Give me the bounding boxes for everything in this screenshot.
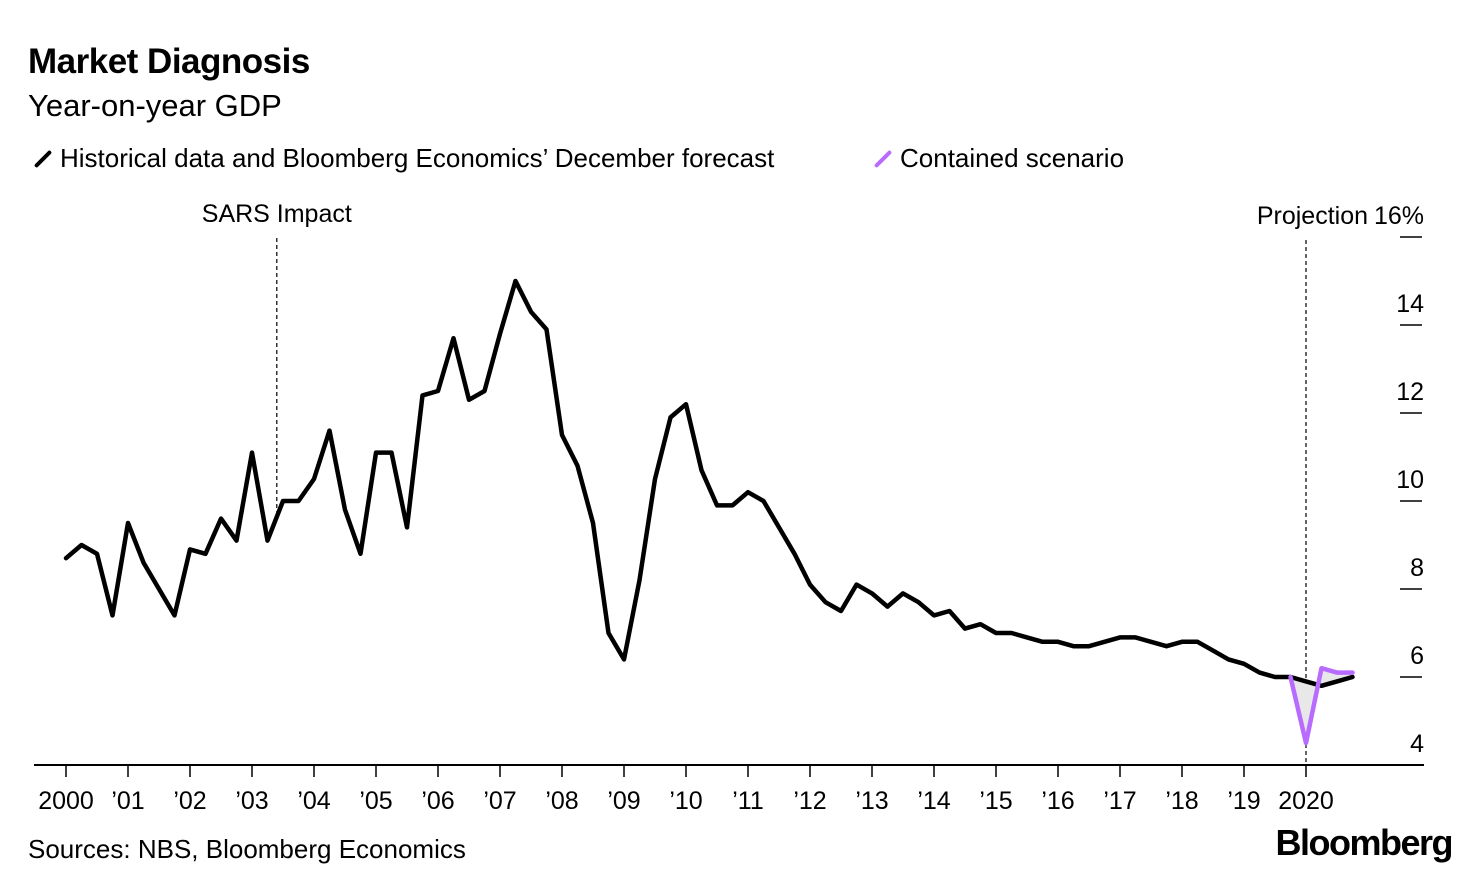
x-tick-label: ’12 <box>793 787 826 815</box>
axes-layer: 2000 ’01 ’02 ’03 ’04 ’05 ’06 ’07 ’08 ’09 ’10 ’11 ’12… <box>34 202 1424 815</box>
x-tick-label: ’06 <box>421 787 454 815</box>
x-tick-label: ’13 <box>855 787 888 815</box>
y-tick-label: 10 <box>1396 466 1424 494</box>
x-tick-label: ’08 <box>545 787 578 815</box>
x-tick-label: ’17 <box>1103 787 1136 815</box>
x-tick-label: ’05 <box>359 787 392 815</box>
bloomberg-logo: Bloomberg <box>1275 822 1453 863</box>
series-layer <box>63 278 1355 746</box>
x-tick-label: ’01 <box>111 787 144 815</box>
annotation-label: Projection <box>1257 202 1368 230</box>
source-note: Sources: NBS, Bloomberg Economics <box>28 834 466 864</box>
y-tick-label: 14 <box>1396 290 1424 318</box>
legend-label-contained: Contained scenario <box>900 143 1125 173</box>
x-tick-label: ’03 <box>235 787 268 815</box>
x-tick-label: ’15 <box>979 787 1012 815</box>
series-line-historical <box>63 278 1355 689</box>
x-tick-label: ’07 <box>483 787 516 815</box>
annotations-layer: SARS Impact Projection <box>202 200 1368 765</box>
annotation-label: SARS Impact <box>202 200 352 228</box>
x-tick-label: ’14 <box>917 787 950 815</box>
series-line-contained <box>1288 665 1355 746</box>
x-tick-label: ’10 <box>669 787 702 815</box>
x-tick-label: ’02 <box>173 787 206 815</box>
scenario-gap-area <box>1290 668 1353 743</box>
x-tick-label: 2020 <box>1278 787 1334 815</box>
legend-label-historical: Historical data and Bloomberg Economics’… <box>60 143 775 173</box>
legend-item-contained: Contained scenario <box>872 143 1124 174</box>
y-tick-label: 16% <box>1374 202 1424 230</box>
y-tick-label: 8 <box>1410 554 1424 582</box>
y-tick-label: 4 <box>1410 730 1424 758</box>
x-tick-label: 2000 <box>38 787 94 815</box>
y-tick-label: 12 <box>1396 378 1424 406</box>
chart-title: Market Diagnosis <box>28 42 310 81</box>
x-tick-label: ’04 <box>297 787 330 815</box>
chart-subtitle: Year-on-year GDP <box>28 88 282 123</box>
x-tick-label: ’19 <box>1227 787 1260 815</box>
x-tick-label: ’09 <box>607 787 640 815</box>
x-tick-label: ’11 <box>732 787 764 815</box>
x-tick-label: ’18 <box>1165 787 1198 815</box>
x-tick-label: ’16 <box>1041 787 1074 815</box>
y-tick-label: 6 <box>1410 642 1424 670</box>
legend-item-historical: Historical data and Bloomberg Economics’… <box>32 143 774 174</box>
